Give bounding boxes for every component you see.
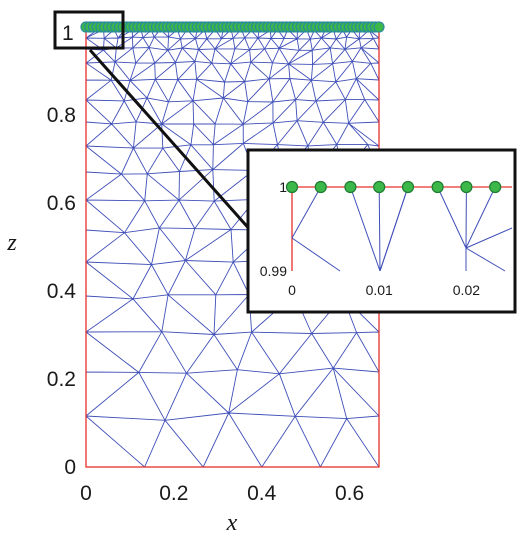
inset-tick-labels: 0 0.01 0.02 0.99 1 [260,179,480,298]
boundary-node [373,21,385,33]
inset-mesh-edge [465,186,496,249]
inset-mesh-edge [291,186,322,239]
inset-node [401,180,415,194]
inset-x-tick: 0.02 [453,282,480,298]
inset-mesh-edge [291,237,341,272]
inset-mesh-edge [465,227,513,249]
y-tick-label: 0.2 [47,368,76,391]
zoom-connector [88,49,254,233]
zoom-box [53,10,125,50]
inset-x-tick: 0.01 [366,282,393,298]
x-tick-label: 0.2 [159,482,188,505]
y-tick-labels: 0 0.2 0.4 0.6 0.8 [47,104,77,479]
y-tick-label: 0.4 [47,280,77,303]
inset-node [373,180,386,194]
x-tick-label: 0.6 [335,482,364,505]
inset-mesh-edge [378,186,381,272]
inset-node [489,180,502,194]
boundary-nodes [80,21,385,33]
x-tick-label: 0 [80,482,92,505]
inset-plot: 0 0.01 0.02 0.99 1 [246,148,517,314]
y-axis-label: z [6,230,17,256]
x-tick-label: 0.4 [247,482,277,505]
zoom-indicator: 1 [53,10,254,233]
inset-mesh [291,186,513,272]
x-axis-label: x [226,510,238,536]
x-tick-labels: 0 0.2 0.4 0.6 [80,482,364,505]
y-tick-label: 0.6 [47,192,76,215]
y-tick-label: 0 [64,456,76,479]
inset-y-tick: 1 [279,179,287,195]
inset-node [314,180,327,194]
zoom-box-label: 1 [62,22,74,45]
inset-node [431,180,444,194]
inset-node [285,180,299,194]
inset-y-tick: 0.99 [260,263,287,279]
inset-node [460,180,473,194]
inset-mesh-edge [349,186,381,272]
inset-mesh-edge [379,186,409,272]
inset-node [344,180,357,194]
y-tick-label: 0.8 [47,104,76,127]
inset-mesh-edge [437,186,467,249]
inset-mesh-edge [465,247,506,272]
inset-nodes [285,180,502,194]
inset-x-tick: 0 [288,282,296,298]
